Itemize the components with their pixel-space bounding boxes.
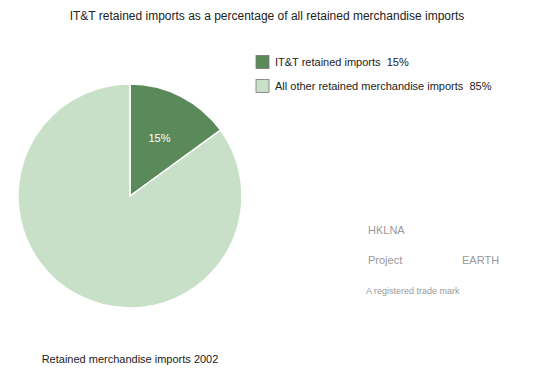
- legend-swatch: [256, 56, 269, 69]
- annotation: HKLNA: [368, 224, 405, 236]
- data-label: 15%: [148, 132, 170, 144]
- legend-swatch: [256, 80, 269, 93]
- chart: IT&T retained imports as a percentage of…: [0, 0, 534, 381]
- subtitle: Retained merchandise imports 2002: [42, 353, 219, 365]
- annotation: A registered trade mark: [366, 286, 460, 296]
- legend-entry: IT&T retained imports 15%: [275, 56, 409, 68]
- title: IT&T retained imports as a percentage of…: [70, 9, 465, 23]
- legend: IT&T retained imports 15% All other retai…: [256, 56, 492, 93]
- pie: [18, 84, 242, 308]
- annotation: Project: [368, 254, 402, 266]
- annotation: EARTH: [462, 254, 499, 266]
- pie-slice: [18, 84, 242, 308]
- legend-entry: All other retained merchandise imports 8…: [275, 80, 492, 92]
- background: [0, 0, 534, 381]
